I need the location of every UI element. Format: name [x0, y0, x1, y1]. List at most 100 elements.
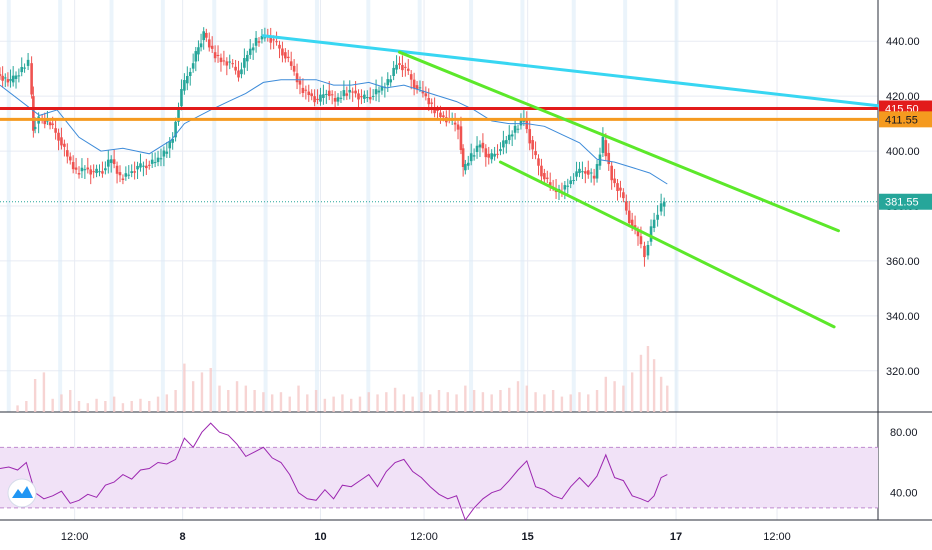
trendline [261, 34, 880, 108]
candle-body [147, 164, 151, 166]
volume-bar [569, 394, 572, 412]
candle-body [418, 87, 422, 89]
candle-body [286, 56, 290, 59]
candle-body [124, 173, 128, 177]
candle-body [545, 177, 549, 179]
volume-bar [86, 403, 89, 412]
candle-body [601, 136, 605, 153]
candle-body [456, 124, 460, 130]
candle-body [442, 115, 445, 118]
candle-body [307, 91, 311, 96]
candle-body [17, 75, 21, 77]
candle-body [662, 201, 666, 207]
candle-body [269, 37, 273, 43]
volume-bar [516, 381, 520, 412]
candle-body [496, 153, 499, 155]
volume-bar [253, 390, 256, 412]
candle-body [499, 149, 502, 152]
candle-body [386, 79, 390, 86]
time-tick-label: 8 [180, 531, 186, 543]
candle-body [363, 94, 366, 99]
candle-body [66, 150, 69, 157]
candle-body [345, 93, 349, 96]
candle-body [222, 60, 226, 62]
volume-bar [314, 390, 318, 412]
candle-body [145, 165, 148, 169]
candle-body [365, 97, 369, 99]
volume-bar [429, 394, 432, 412]
volume-bar [139, 398, 142, 412]
volume-bar [385, 392, 388, 412]
candle-body [569, 180, 572, 185]
volume-bar [244, 385, 248, 412]
price-axis: 440.00420.00400.00380.00360.00340.00320.… [879, 36, 932, 378]
volume-bar [165, 394, 169, 412]
candle-body [48, 122, 52, 126]
candle-body [284, 52, 287, 59]
candle-body [398, 63, 401, 66]
candle-body [115, 165, 119, 174]
candle-body [563, 185, 567, 190]
volume-bar [525, 385, 528, 412]
volume-bar [174, 390, 177, 412]
candle-body [254, 37, 258, 46]
trendlines[interactable] [261, 34, 880, 329]
volume-bar [183, 363, 186, 412]
candle-body [207, 39, 211, 48]
candle-body [153, 162, 157, 164]
volume-bar [270, 394, 274, 412]
candle-body [513, 125, 517, 133]
horizontal-lines[interactable] [0, 106, 878, 203]
candle-body [348, 89, 352, 93]
time-tick-label: 12:00 [61, 531, 89, 543]
candle-body [202, 31, 205, 41]
tradingview-logo-icon[interactable] [7, 478, 37, 508]
logo-mountain [12, 486, 33, 498]
candle-body [1, 75, 4, 81]
candle-body [510, 134, 514, 137]
candle-body [342, 90, 346, 97]
candle-body [234, 66, 237, 71]
candle-body [548, 182, 552, 187]
candle-body [502, 140, 505, 148]
candle-body [20, 67, 24, 73]
candle-body [210, 45, 214, 49]
candle-body [368, 97, 372, 100]
candle-body [77, 173, 81, 175]
candle-body [191, 63, 195, 69]
price-tick-label: 420.00 [886, 91, 920, 103]
candle-body [404, 66, 407, 68]
candle-body [528, 129, 532, 144]
candle-body [168, 141, 172, 149]
candle-body [301, 87, 305, 94]
rsi-tick-label: 40.00 [890, 488, 918, 500]
candle-body [26, 59, 30, 66]
volume-bar [358, 396, 362, 412]
candle-body [180, 88, 183, 107]
candle-body [636, 230, 640, 237]
candle-body [401, 65, 404, 71]
candle-body [292, 65, 296, 72]
candle-body [389, 79, 393, 83]
volume-bar [51, 398, 54, 412]
candle-body [652, 219, 656, 228]
candle-body [32, 96, 35, 131]
volume-bar [622, 385, 625, 412]
candle-body [171, 138, 174, 143]
last-price-badge: 381.55 [885, 197, 919, 209]
candle-body [643, 245, 646, 258]
candle-body [487, 153, 491, 158]
candle-body [248, 48, 252, 55]
candle-body [377, 90, 381, 93]
candle-body [656, 214, 659, 220]
candle-body [162, 150, 166, 157]
volume-bar [33, 379, 37, 412]
volume-bar [112, 396, 116, 412]
candle-body [278, 44, 281, 49]
candle-body [380, 86, 384, 91]
candle-body [464, 164, 467, 171]
candle-body [30, 63, 33, 95]
volume-bar [560, 396, 564, 412]
candle-body [139, 163, 142, 168]
